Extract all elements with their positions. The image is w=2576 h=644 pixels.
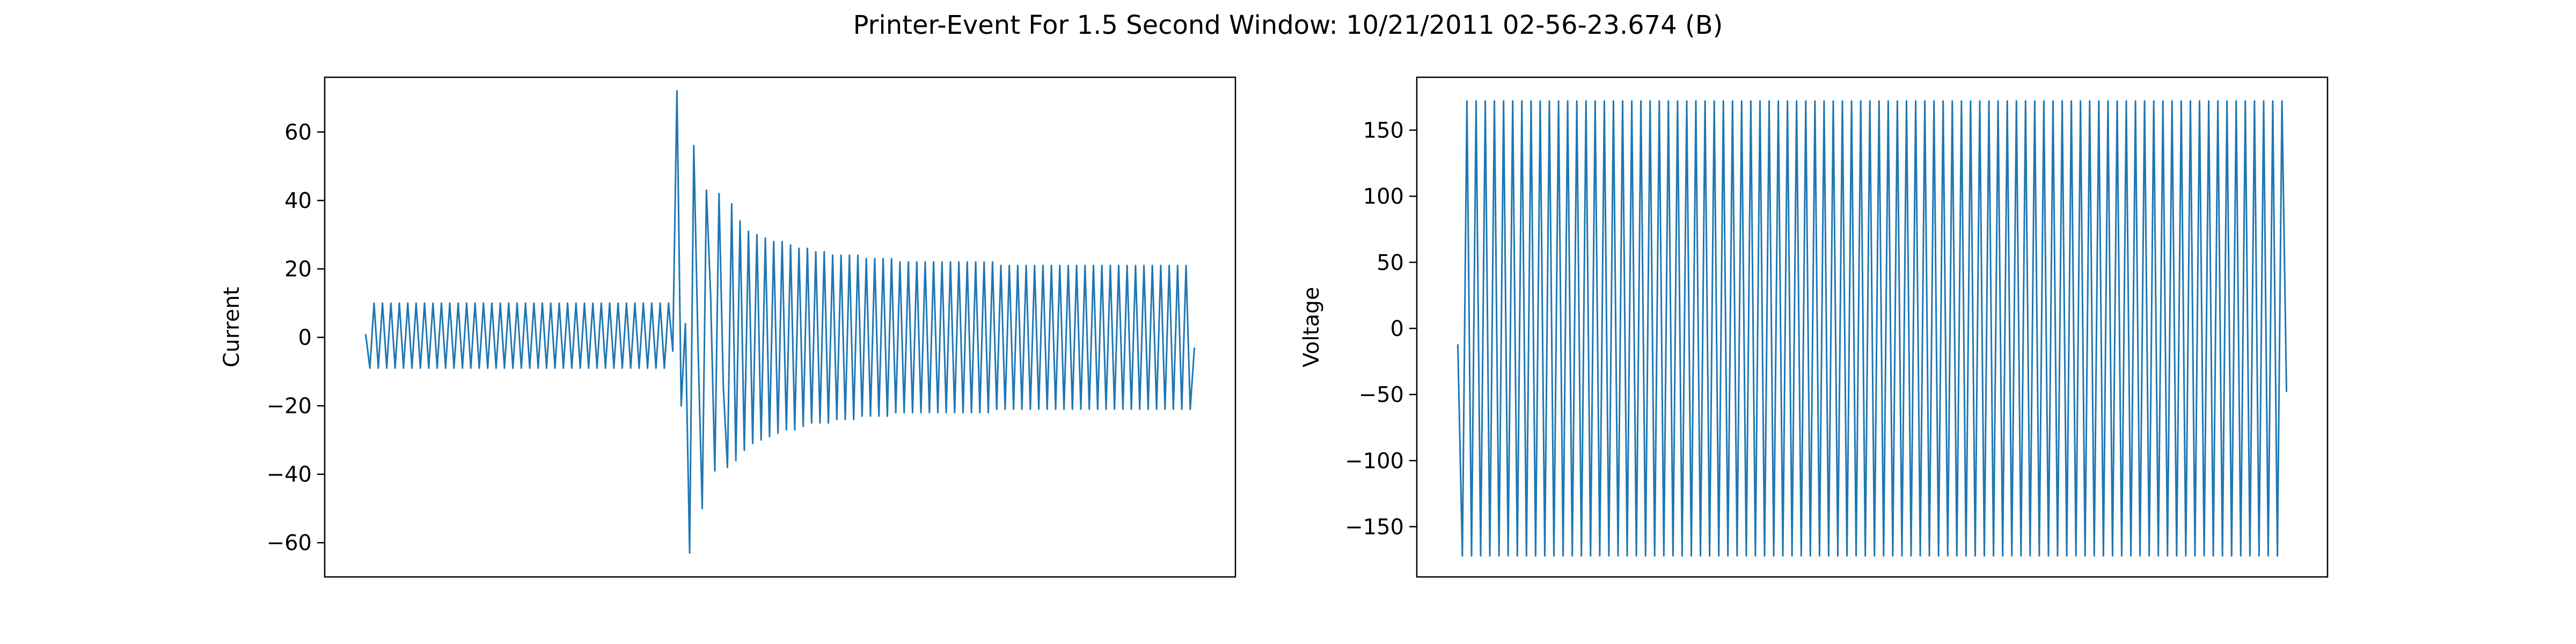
y-tick-label: −20	[267, 394, 312, 419]
y-tick-label: 60	[284, 120, 312, 145]
y-tick-label: 150	[1363, 119, 1404, 143]
y-tick-label: −60	[267, 531, 312, 555]
y-tick-label: 0	[1391, 317, 1404, 341]
y-tick-label: −50	[1359, 383, 1404, 407]
figure-title: Printer-Event For 1.5 Second Window: 10/…	[853, 10, 1723, 40]
y-tick-label: 50	[1377, 251, 1404, 275]
y-axis-label: Voltage	[1299, 287, 1324, 367]
y-tick-label: −40	[267, 463, 312, 487]
y-tick-label: 100	[1363, 185, 1404, 209]
current-subplot: −60 −40 −20 0 20 40 60 Current	[219, 76, 1236, 578]
voltage-subplot: −150 −100 −50 0 50 100 150 Voltage	[1299, 76, 2329, 578]
series-line-current	[364, 90, 1196, 554]
y-tick-label: 20	[284, 257, 312, 282]
y-tick-label: 40	[284, 189, 312, 214]
y-tick-label: −150	[1345, 515, 1404, 539]
y-tick-label: −100	[1345, 449, 1404, 473]
axes-frame	[324, 76, 1236, 578]
axes-frame	[1416, 76, 2329, 578]
y-tick-label: 0	[298, 326, 312, 350]
y-axis-label: Current	[219, 287, 244, 367]
series-line-voltage	[1457, 100, 2288, 557]
